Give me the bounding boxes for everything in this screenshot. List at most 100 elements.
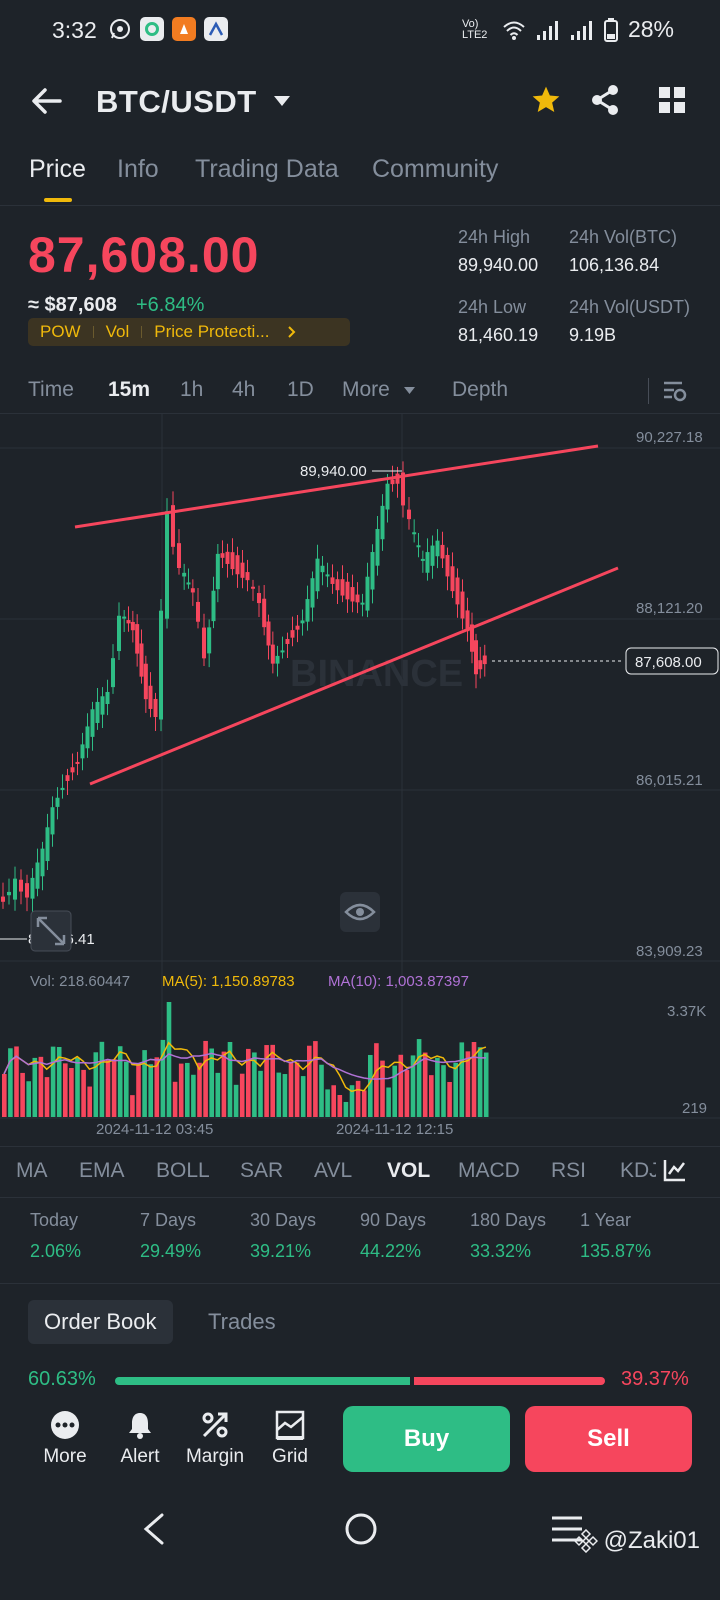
ind-sar[interactable]: SAR [240,1159,284,1182]
ind-avl[interactable]: AVL [314,1159,353,1182]
tags-bar[interactable]: POW Vol Price Protecti... [28,318,350,346]
interval-more[interactable]: More [342,378,390,401]
more-caret-icon[interactable] [403,386,416,395]
candle-body [25,883,29,898]
perf-today: Today 2.06% [30,1210,81,1262]
ind-ema[interactable]: EMA [79,1159,125,1182]
tag-vol[interactable]: Vol [105,322,130,341]
nav-back-icon[interactable] [140,1512,168,1546]
ind-macd[interactable]: MACD [458,1159,520,1182]
volume-bar [294,1062,300,1117]
nav-home-icon[interactable] [344,1512,378,1546]
tag-pow[interactable]: POW [40,322,81,341]
candle-body [186,582,191,585]
pair-title[interactable]: BTC/USDT [96,84,257,119]
more-dots-icon [51,1411,79,1439]
candle-body [111,658,115,688]
volume-bar [233,1084,239,1117]
candle-body [315,558,320,592]
candle-body [262,598,267,628]
candle-body [370,552,375,590]
candle-body [245,572,250,581]
volume-bar [453,1062,458,1117]
sell-button[interactable]: Sell [525,1406,692,1472]
eye-icon[interactable] [340,892,380,932]
nav-recents-icon[interactable] [550,1514,584,1544]
volume-bar [117,1046,123,1117]
ind-boll[interactable]: BOLL [156,1159,210,1182]
volume-bar [276,1072,282,1117]
interval-depth[interactable]: Depth [452,378,509,401]
candle-body [100,696,105,715]
caret-down-icon[interactable] [272,94,292,108]
tab-community[interactable]: Community [372,155,499,183]
volume-bar [441,1065,446,1117]
status-app-icons [108,17,228,41]
candle-body [360,602,365,605]
expand-icon[interactable] [30,910,72,952]
alert-button[interactable]: Alert [105,1410,175,1468]
candle-body [50,807,55,835]
volume-bar [69,1068,74,1117]
candle-body [105,691,110,705]
candle-body [375,528,380,566]
volume-bar [124,1061,129,1117]
interval-bar: Time 15m 1h 4h 1D More Depth [0,370,720,414]
volume-bar [191,1074,196,1117]
candlestick-chart[interactable]: BINANCE 89,940.00 84,196.41 87,608.00 90… [0,414,720,1144]
candle-body [355,594,360,603]
chart-settings-icon[interactable] [662,378,688,404]
header: BTC/USDT [0,72,720,132]
buy-button[interactable]: Buy [343,1406,510,1472]
tab-order-book[interactable]: Order Book [28,1300,173,1344]
volume-bar [56,1047,62,1117]
vol-btc-value: 106,136.84 [569,255,660,275]
candle-body [300,620,305,624]
interval-4h[interactable]: 4h [232,378,256,401]
candle-body [305,599,310,622]
interval-15m[interactable]: 15m [108,378,151,401]
tab-trades[interactable]: Trades [208,1309,276,1334]
indicator-settings-icon[interactable] [663,1158,687,1182]
back-arrow-icon[interactable] [30,86,64,116]
volume-bar [477,1047,483,1117]
candle-body [310,578,315,608]
share-icon[interactable] [590,84,620,116]
candle-body [340,579,345,596]
perf-value: 44.22% [360,1241,422,1261]
star-icon[interactable] [530,84,562,116]
ind-rsi[interactable]: RSI [551,1159,587,1182]
margin-button[interactable]: Margin [180,1410,250,1468]
tab-info[interactable]: Info [117,155,159,183]
volume-bar [215,1072,221,1117]
interval-time[interactable]: Time [28,378,74,401]
interval-1d[interactable]: 1D [287,378,314,401]
grid-menu-icon[interactable] [658,86,686,114]
performance-row: Today 2.06% 7 Days 29.49% 30 Days 39.21% 90… [0,1210,720,1284]
more-button[interactable]: More [30,1410,100,1468]
candle-body [153,698,158,718]
last-price: 87,608.00 [28,227,260,283]
grid-button[interactable]: Grid [255,1410,325,1468]
interval-1h[interactable]: 1h [180,378,204,401]
candle-body [435,540,440,557]
tab-price[interactable]: Price [29,155,86,183]
tab-trading-data[interactable]: Trading Data [195,155,339,183]
buy-ratio-bar [115,1377,410,1385]
ind-ma[interactable]: MA [16,1159,48,1182]
system-nav-bar [0,1500,720,1600]
user-watermark: @Zaki01 [573,1527,700,1555]
vol-min-label: 219 [682,1100,707,1117]
volume-bar [398,1054,404,1117]
volume-bar [386,1087,391,1117]
candle-body [455,577,460,605]
vol-readout: Vol: 218.60447 [30,973,130,990]
candle-body [465,610,470,632]
ind-vol[interactable]: VOL [387,1159,431,1182]
perf-value: 33.32% [470,1241,532,1261]
tag-price-protection[interactable]: Price Protecti... [154,322,270,341]
chart-canvas[interactable]: BINANCE 89,940.00 84,196.41 87,608.00 90… [0,414,720,1144]
ind-kdj[interactable]: KDJ [620,1159,656,1182]
buy-sell-ratio: 60.63% 39.37% [0,1368,720,1398]
chevron-right-icon[interactable] [286,325,298,339]
